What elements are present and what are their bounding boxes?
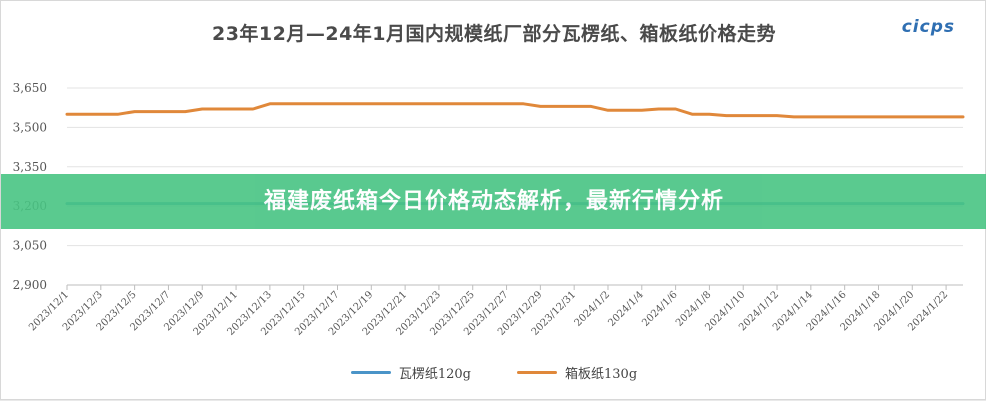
legend-item-wa-leng: 瓦楞纸120g bbox=[350, 363, 471, 382]
y-tick-label: 3,650 bbox=[13, 81, 47, 95]
y-tick-label: 2,900 bbox=[13, 278, 47, 292]
y-tick-label: 3,350 bbox=[13, 160, 47, 174]
y-tick-label: 3,500 bbox=[13, 120, 47, 134]
headline-banner: 福建废纸箱今日价格动态解析，最新行情分析 bbox=[1, 174, 986, 229]
series-line-xiang-ban bbox=[65, 102, 965, 119]
cicps-logo: cicps bbox=[901, 17, 955, 37]
x-axis-ticks: 2023/12/12023/12/32023/12/52023/12/72023… bbox=[27, 285, 950, 338]
x-tick-label: 2024/1/4 bbox=[606, 289, 646, 329]
legend-label-xiang-ban: 箱板纸130g bbox=[565, 367, 638, 382]
x-tick-label: 2024/1/2 bbox=[573, 289, 613, 329]
legend: 瓦楞纸120g 箱板纸130g bbox=[1, 363, 986, 382]
x-tick-label: 2024/1/6 bbox=[640, 289, 680, 329]
legend-label-wa-leng: 瓦楞纸120g bbox=[398, 367, 471, 382]
legend-swatch-wa-leng bbox=[350, 371, 391, 374]
chart-title: 23年12月—24年1月国内规模纸厂部分瓦楞纸、箱板纸价格走势 bbox=[211, 23, 777, 45]
y-tick-label: 3,050 bbox=[13, 239, 47, 253]
headline-text: 福建废纸箱今日价格动态解析，最新行情分析 bbox=[263, 189, 724, 214]
legend-item-xiang-ban: 箱板纸130g bbox=[517, 363, 637, 382]
legend-swatch-xiang-ban bbox=[517, 371, 557, 374]
